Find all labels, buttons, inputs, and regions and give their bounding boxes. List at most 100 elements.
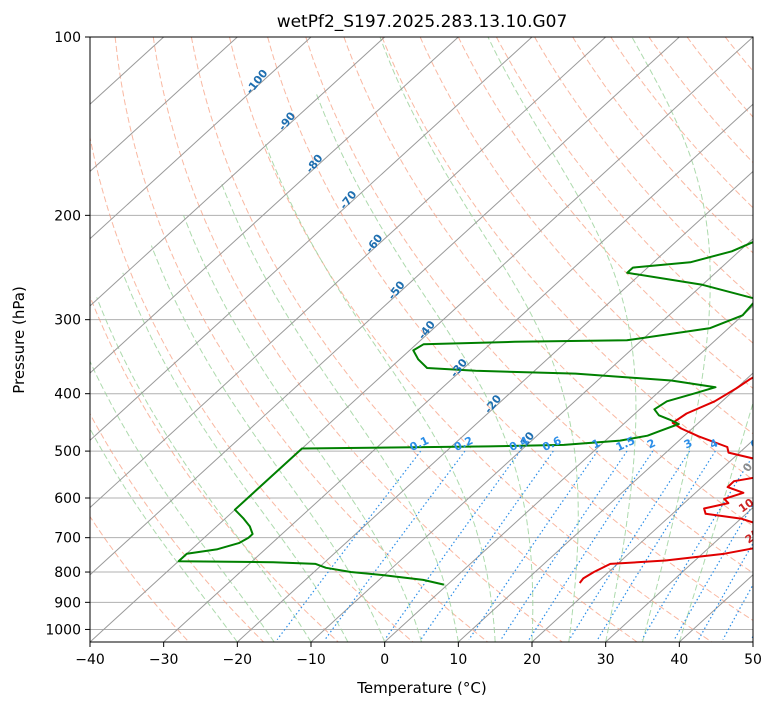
mixing-ratio-line (698, 542, 753, 640)
x-tick-label: 10 (449, 652, 467, 668)
isotherm-label: -90 (276, 109, 299, 133)
y-tick-label: 1000 (45, 622, 81, 638)
dry-adiabat-line (90, 515, 190, 642)
dry-adiabat-line (648, 37, 753, 164)
dry-adiabat-line (229, 37, 712, 642)
mixing-ratio-line (276, 450, 422, 640)
mixing-ratio-line (641, 454, 753, 640)
mixing-ratio-line (528, 450, 654, 640)
y-tick-label: 300 (54, 313, 81, 329)
y-tick-label: 800 (54, 565, 81, 581)
x-tick-label: 20 (523, 652, 541, 668)
moist-adiabat-line (631, 37, 711, 642)
chart-title: wetPf2_S197.2025.283.13.10.G07 (277, 12, 568, 32)
dry-adiabat-label: 30 (755, 556, 775, 576)
isotherm-line (605, 506, 753, 642)
isotherm-line (90, 37, 312, 240)
isotherm-line (531, 439, 753, 642)
mixing-ratio-label: 6 (748, 436, 761, 451)
isotherm-label: -100 (243, 67, 270, 97)
y-tick-label: 900 (54, 595, 81, 611)
dry-adiabat-line (190, 37, 638, 642)
y-tick-label: 600 (54, 491, 81, 507)
temperature-profile-line (578, 376, 753, 584)
mixing-ratio-line (568, 450, 691, 640)
y-tick-label: 500 (54, 444, 81, 460)
mixing-ratio-line (500, 450, 628, 640)
moist-adiabat-line (96, 297, 312, 642)
dry-adiabat-line (495, 37, 753, 344)
dry-adiabat-line (90, 412, 264, 642)
isotherm-label: -60 (363, 231, 386, 255)
x-tick-label: 30 (597, 652, 615, 668)
dry-adiabat-line (534, 37, 753, 299)
dewpoint-profile-line (177, 240, 753, 586)
isotherm-line (90, 37, 386, 307)
isotherm-label: -80 (303, 152, 326, 176)
x-axis-label: Temperature (°C) (356, 679, 486, 697)
dry-adiabat-line (572, 37, 753, 254)
mixing-ratio-line (384, 450, 521, 640)
x-tick-label: −40 (75, 652, 105, 668)
isotherm-line (310, 237, 753, 642)
dry-adiabat-line (343, 37, 753, 527)
y-axis-label: Pressure (hPa) (10, 286, 28, 394)
mixing-ratio-line (324, 450, 466, 640)
isotherm-line (384, 305, 753, 642)
dry-adiabat-label: 20 (743, 527, 763, 547)
y-tick-label: 400 (54, 387, 81, 403)
isotherm-line (90, 37, 753, 642)
x-tick-label: −30 (149, 652, 179, 668)
isotherm-line (163, 103, 753, 642)
isotherm-label: -40 (415, 318, 438, 342)
dry-adiabat-line (267, 37, 753, 622)
x-tick-label: 40 (670, 652, 688, 668)
isotherm-line (90, 37, 459, 374)
isotherm-label: -30 (448, 356, 471, 380)
dry-adiabat-line (90, 295, 339, 642)
y-tick-label: 200 (54, 208, 81, 224)
dry-adiabat-label: 10 (736, 496, 756, 516)
dry-adiabat-line (610, 37, 753, 209)
isotherm-line (90, 37, 607, 509)
moist-adiabat-line (316, 94, 534, 642)
y-tick-label: 100 (54, 30, 81, 46)
x-axis: −40 −30 −20 −10 0 10 20 30 40 50 (75, 642, 762, 668)
isotherm-label: -70 (337, 188, 360, 212)
isotherm-line (90, 37, 533, 442)
moist-adiabat-line (487, 37, 637, 642)
moist-adiabat-line (150, 245, 386, 642)
mixing-ratio-line (722, 583, 753, 640)
dry-adiabat-line (152, 37, 563, 642)
dry-adiabat-line (419, 37, 753, 435)
isotherm-line (457, 372, 753, 642)
isotherm-line (752, 641, 753, 642)
dry-adiabat-line (114, 37, 488, 642)
x-tick-label: −10 (296, 652, 326, 668)
isotherm-line (90, 37, 680, 576)
moist-adiabat-line (90, 427, 238, 642)
isotherm-label: -20 (482, 392, 505, 416)
dry-adiabat-line (305, 37, 753, 574)
x-tick-label: 50 (744, 652, 762, 668)
x-tick-label: −20 (223, 652, 253, 668)
moist-adiabat-line (263, 141, 496, 642)
dry-adiabat-line (686, 37, 753, 118)
moist-adiabat-line (122, 272, 349, 642)
isotherm-line (236, 170, 753, 642)
isotherm-line (90, 37, 238, 173)
mixing-ratio-label: 3 (682, 436, 694, 451)
mixing-ratio-line (420, 450, 554, 640)
mixing-ratio-label: 2 (645, 436, 657, 451)
moist-adiabat-line (220, 180, 459, 642)
x-tick-label: 0 (380, 652, 389, 668)
dry-adiabat-line (457, 37, 753, 390)
y-tick-label: 700 (54, 531, 81, 547)
mixing-ratio-line (750, 635, 753, 640)
mixing-ratio-line (597, 450, 716, 640)
moist-adiabat-line (379, 37, 579, 642)
y-axis: 100 200 300 400 500 600 700 800 900 1000 (45, 30, 90, 638)
dry-adiabat-line (763, 37, 775, 642)
isotherm-label: -50 (385, 278, 408, 302)
